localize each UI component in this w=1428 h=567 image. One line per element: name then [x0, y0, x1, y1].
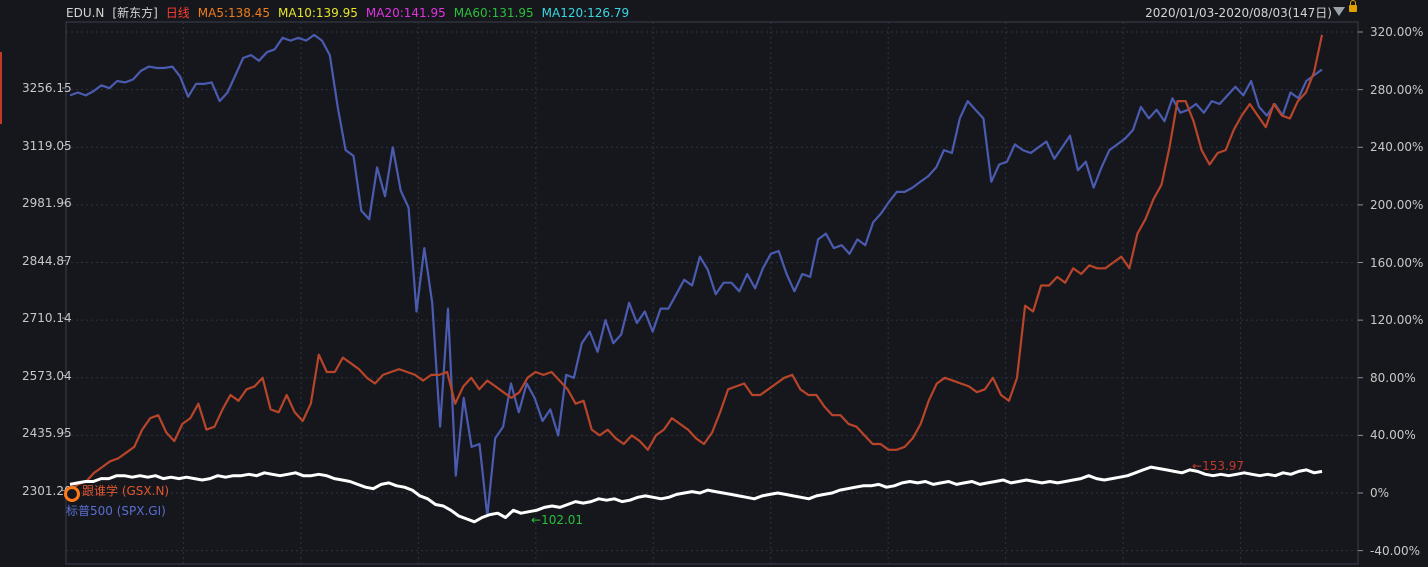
right-axis-tick-label: 200.00% — [1370, 197, 1424, 212]
high-annotation: ←153.97 — [1192, 459, 1245, 473]
left-axis-tick-label: 2573.04 — [22, 368, 72, 383]
low-value: 102.01 — [541, 513, 584, 527]
left-axis-tick-label: 2844.87 — [22, 253, 72, 268]
left-axis-tick-label: 2981.96 — [22, 196, 72, 210]
ma120-label: MA120:126.79 — [541, 6, 630, 20]
right-axis-tick-label: -40.00% — [1370, 543, 1421, 558]
right-axis-tick-label: 80.00% — [1370, 370, 1416, 385]
lock-icon[interactable] — [1349, 0, 1357, 12]
high-value: 153.97 — [1202, 459, 1245, 473]
crosshair-marker-icon[interactable] — [64, 486, 80, 502]
right-axis-tick-label: 160.00% — [1370, 255, 1424, 270]
right-axis-tick-label: 40.00% — [1370, 428, 1416, 443]
plot-frame — [65, 21, 1359, 565]
stock-name-label: [新东方] — [112, 6, 158, 20]
chart-header: EDU.N [新东方] 日线 MA5:138.45 MA10:139.95 MA20:14… — [66, 4, 637, 21]
legend-gsx[interactable]: 跟谁学 (GSX.N) — [82, 484, 170, 498]
series-line-spx — [69, 465, 1323, 524]
ma60-label: MA60:131.95 — [453, 6, 534, 20]
dropdown-triangle-icon[interactable] — [1333, 7, 1345, 16]
low-annotation: ←102.01 — [531, 513, 584, 527]
ma10-label: MA10:139.95 — [278, 6, 358, 20]
right-axis-tick-label: 240.00% — [1370, 140, 1424, 155]
series-line-gsx — [69, 34, 1324, 491]
sidebar-marker — [0, 52, 2, 124]
legend-spx[interactable]: 标普500 (SPX.GI) — [66, 504, 166, 518]
left-axis-tick-label: 2435.95 — [22, 426, 72, 440]
left-axis-tick-label: 2301.20 — [22, 483, 72, 498]
ma20-label: MA20:141.95 — [365, 6, 446, 20]
symbol-label: EDU.N — [66, 6, 105, 20]
left-axis-tick-label: 3256.15 — [22, 81, 72, 95]
left-axis-tick-label: 3119.05 — [22, 138, 72, 153]
period-label[interactable]: 日线 — [165, 6, 190, 20]
right-axis-tick-label: 320.00% — [1370, 25, 1424, 39]
series-line-edu — [69, 33, 1323, 518]
right-axis-tick-label: 0% — [1370, 486, 1390, 500]
ma5-label: MA5:138.45 — [197, 6, 271, 20]
left-axis-tick-label: 2710.14 — [22, 311, 72, 325]
right-axis-tick-label: 120.00% — [1370, 313, 1424, 328]
date-range-label[interactable]: 2020/01/03-2020/08/03(147日) — [1145, 6, 1332, 20]
right-axis-tick-label: 280.00% — [1370, 82, 1424, 97]
